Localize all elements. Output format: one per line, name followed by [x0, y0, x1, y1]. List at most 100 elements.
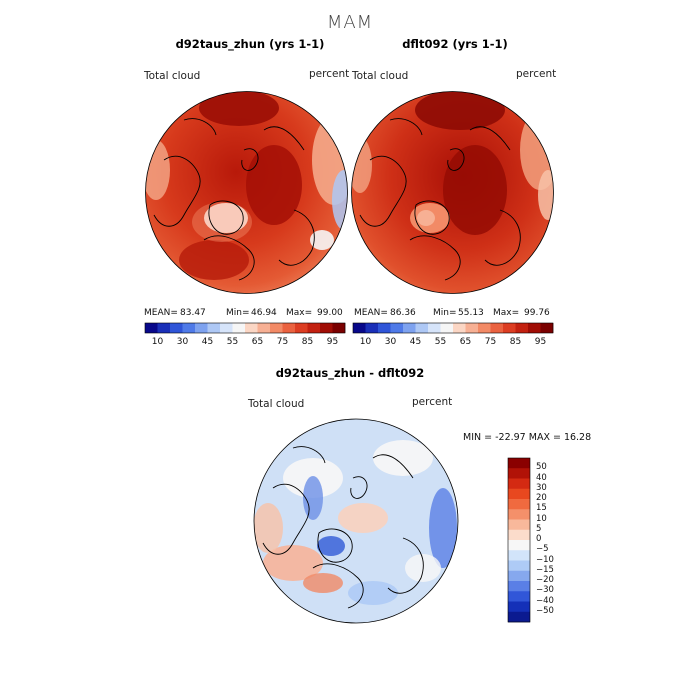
colorbar-tick-label: 10 [536, 513, 547, 524]
colorbar-border [352, 322, 554, 334]
panel1-mean-label: MEAN= [144, 308, 178, 318]
panel2-variable-label: Total cloud [352, 70, 409, 82]
colorbar-tick-label: 40 [536, 472, 547, 483]
colorbar-swatch [145, 323, 158, 333]
panel1-mean-value: 83.47 [180, 308, 206, 318]
colorbar-swatch [170, 323, 183, 333]
colorbar-swatch [540, 323, 554, 333]
panel2-polar-map [351, 91, 554, 294]
colorbar-tick-label: 55 [226, 337, 239, 347]
panel1-low-cloud-patch [145, 140, 170, 200]
colorbar-swatch [378, 323, 391, 333]
colorbar-tick-label: 65 [251, 337, 264, 347]
colorbar-swatch [365, 323, 379, 333]
colorbar-swatch [332, 323, 346, 333]
colorbar-tick-label: 10 [359, 337, 372, 347]
colorbar-tick-label: 50 [536, 462, 547, 473]
colorbar-swatch [508, 478, 530, 490]
colorbar-swatch [490, 323, 504, 333]
panel2-low-cloud-patch [538, 170, 554, 220]
panel1-colorbar [144, 322, 346, 334]
colorbar-tick-label: 75 [276, 337, 289, 347]
panel1-high-cloud-patch [246, 145, 302, 225]
colorbar-border [144, 322, 346, 334]
colorbar-swatch [320, 323, 333, 333]
colorbar-swatch [428, 323, 441, 333]
colorbar-tick-label: 95 [534, 337, 547, 347]
colorbar-swatch [353, 323, 366, 333]
panel1-min-value: 46.94 [251, 308, 277, 318]
panel3-coastlines [262, 446, 424, 609]
panel2-max-value: 99.76 [524, 308, 550, 318]
colorbar-tick-label: −5 [536, 544, 549, 555]
panel3-variable-label: Total cloud [248, 398, 305, 410]
panel3-minmax-text: MIN = -22.97 MAX = 16.28 [463, 432, 592, 443]
colorbar-swatch [270, 323, 283, 333]
panel1-title: d92taus_zhun (yrs 1-1) [175, 37, 325, 51]
panel2-coastlines [359, 118, 521, 281]
panel1-greenland-clear-patch [204, 203, 248, 233]
colorbar-tick-label: 45 [201, 337, 214, 347]
colorbar-swatch [257, 323, 271, 333]
panel3-greenland-coast [317, 528, 353, 563]
colorbar-tick-label: 0 [536, 534, 542, 544]
colorbar-swatch [282, 323, 296, 333]
panel1-max-value: 99.00 [317, 308, 343, 318]
colorbar-tick-label: 65 [459, 337, 472, 347]
colorbar-swatch [508, 591, 530, 602]
colorbar-tick-label: −50 [536, 605, 554, 616]
colorbar-swatch [508, 570, 530, 582]
panel3-negative-patch [429, 488, 457, 568]
panel3-negative-patch [348, 581, 398, 605]
panel1-polar-map [145, 91, 348, 294]
colorbar-tick-label: 10 [151, 337, 164, 347]
colorbar-swatch [508, 560, 530, 572]
colorbar-tick-label: −30 [536, 585, 554, 596]
colorbar-swatch [232, 323, 246, 333]
colorbar-swatch [307, 323, 321, 333]
panel3-positive-patch [338, 503, 388, 533]
colorbar-swatch [508, 550, 530, 561]
colorbar-swatch [508, 468, 530, 479]
colorbar-tick-label: 55 [434, 337, 447, 347]
panel3-negative-patch [303, 476, 323, 520]
colorbar-tick-label: −20 [536, 575, 554, 585]
colorbar-swatch [508, 601, 530, 613]
colorbar-tick-label: 30 [384, 337, 397, 347]
panel3-positive-patch [303, 573, 343, 593]
panel1-low-cloud-patch [310, 230, 334, 250]
panel1-low-cloud-patch [332, 170, 348, 230]
colorbar-tick-label: 75 [484, 337, 497, 347]
colorbar-swatch [295, 323, 308, 333]
panel3-polar-map [253, 418, 459, 624]
colorbar-swatch [195, 323, 208, 333]
panel2-title: dflt092 (yrs 1-1) [402, 37, 508, 51]
colorbar-tick-label: 5 [536, 523, 542, 534]
colorbar-tick-label: 30 [536, 482, 547, 493]
colorbar-swatch [508, 611, 530, 623]
panel3-colorbar [507, 457, 531, 623]
colorbar-swatch [508, 581, 530, 592]
colorbar-tick-label: −10 [536, 554, 554, 565]
colorbar-swatch [508, 488, 530, 500]
panel2-mean-value: 86.36 [390, 308, 416, 318]
colorbar-swatch [508, 458, 530, 469]
panel1-high-cloud-patch [179, 240, 249, 280]
panel3-negative-patch [317, 536, 345, 556]
colorbar-swatch [157, 323, 171, 333]
panel1-high-cloud-patch [199, 91, 279, 126]
colorbar-swatch [508, 540, 530, 551]
colorbar-swatch [182, 323, 196, 333]
colorbar-swatch [465, 323, 479, 333]
colorbar-tick-label: 85 [509, 337, 522, 347]
panel2-max-label: Max= [493, 308, 520, 318]
panel2-high-cloud-patch [443, 145, 507, 235]
colorbar-swatch [415, 323, 429, 333]
colorbar-tick-label: 15 [536, 503, 547, 514]
colorbar-tick-label: −15 [536, 564, 554, 575]
panel1-map-border [145, 91, 348, 294]
panel2-units-label: percent [516, 68, 557, 80]
panel2-mean-label: MEAN= [354, 308, 388, 318]
panel1-variable-label: Total cloud [144, 70, 201, 82]
colorbar-swatch [245, 323, 258, 333]
